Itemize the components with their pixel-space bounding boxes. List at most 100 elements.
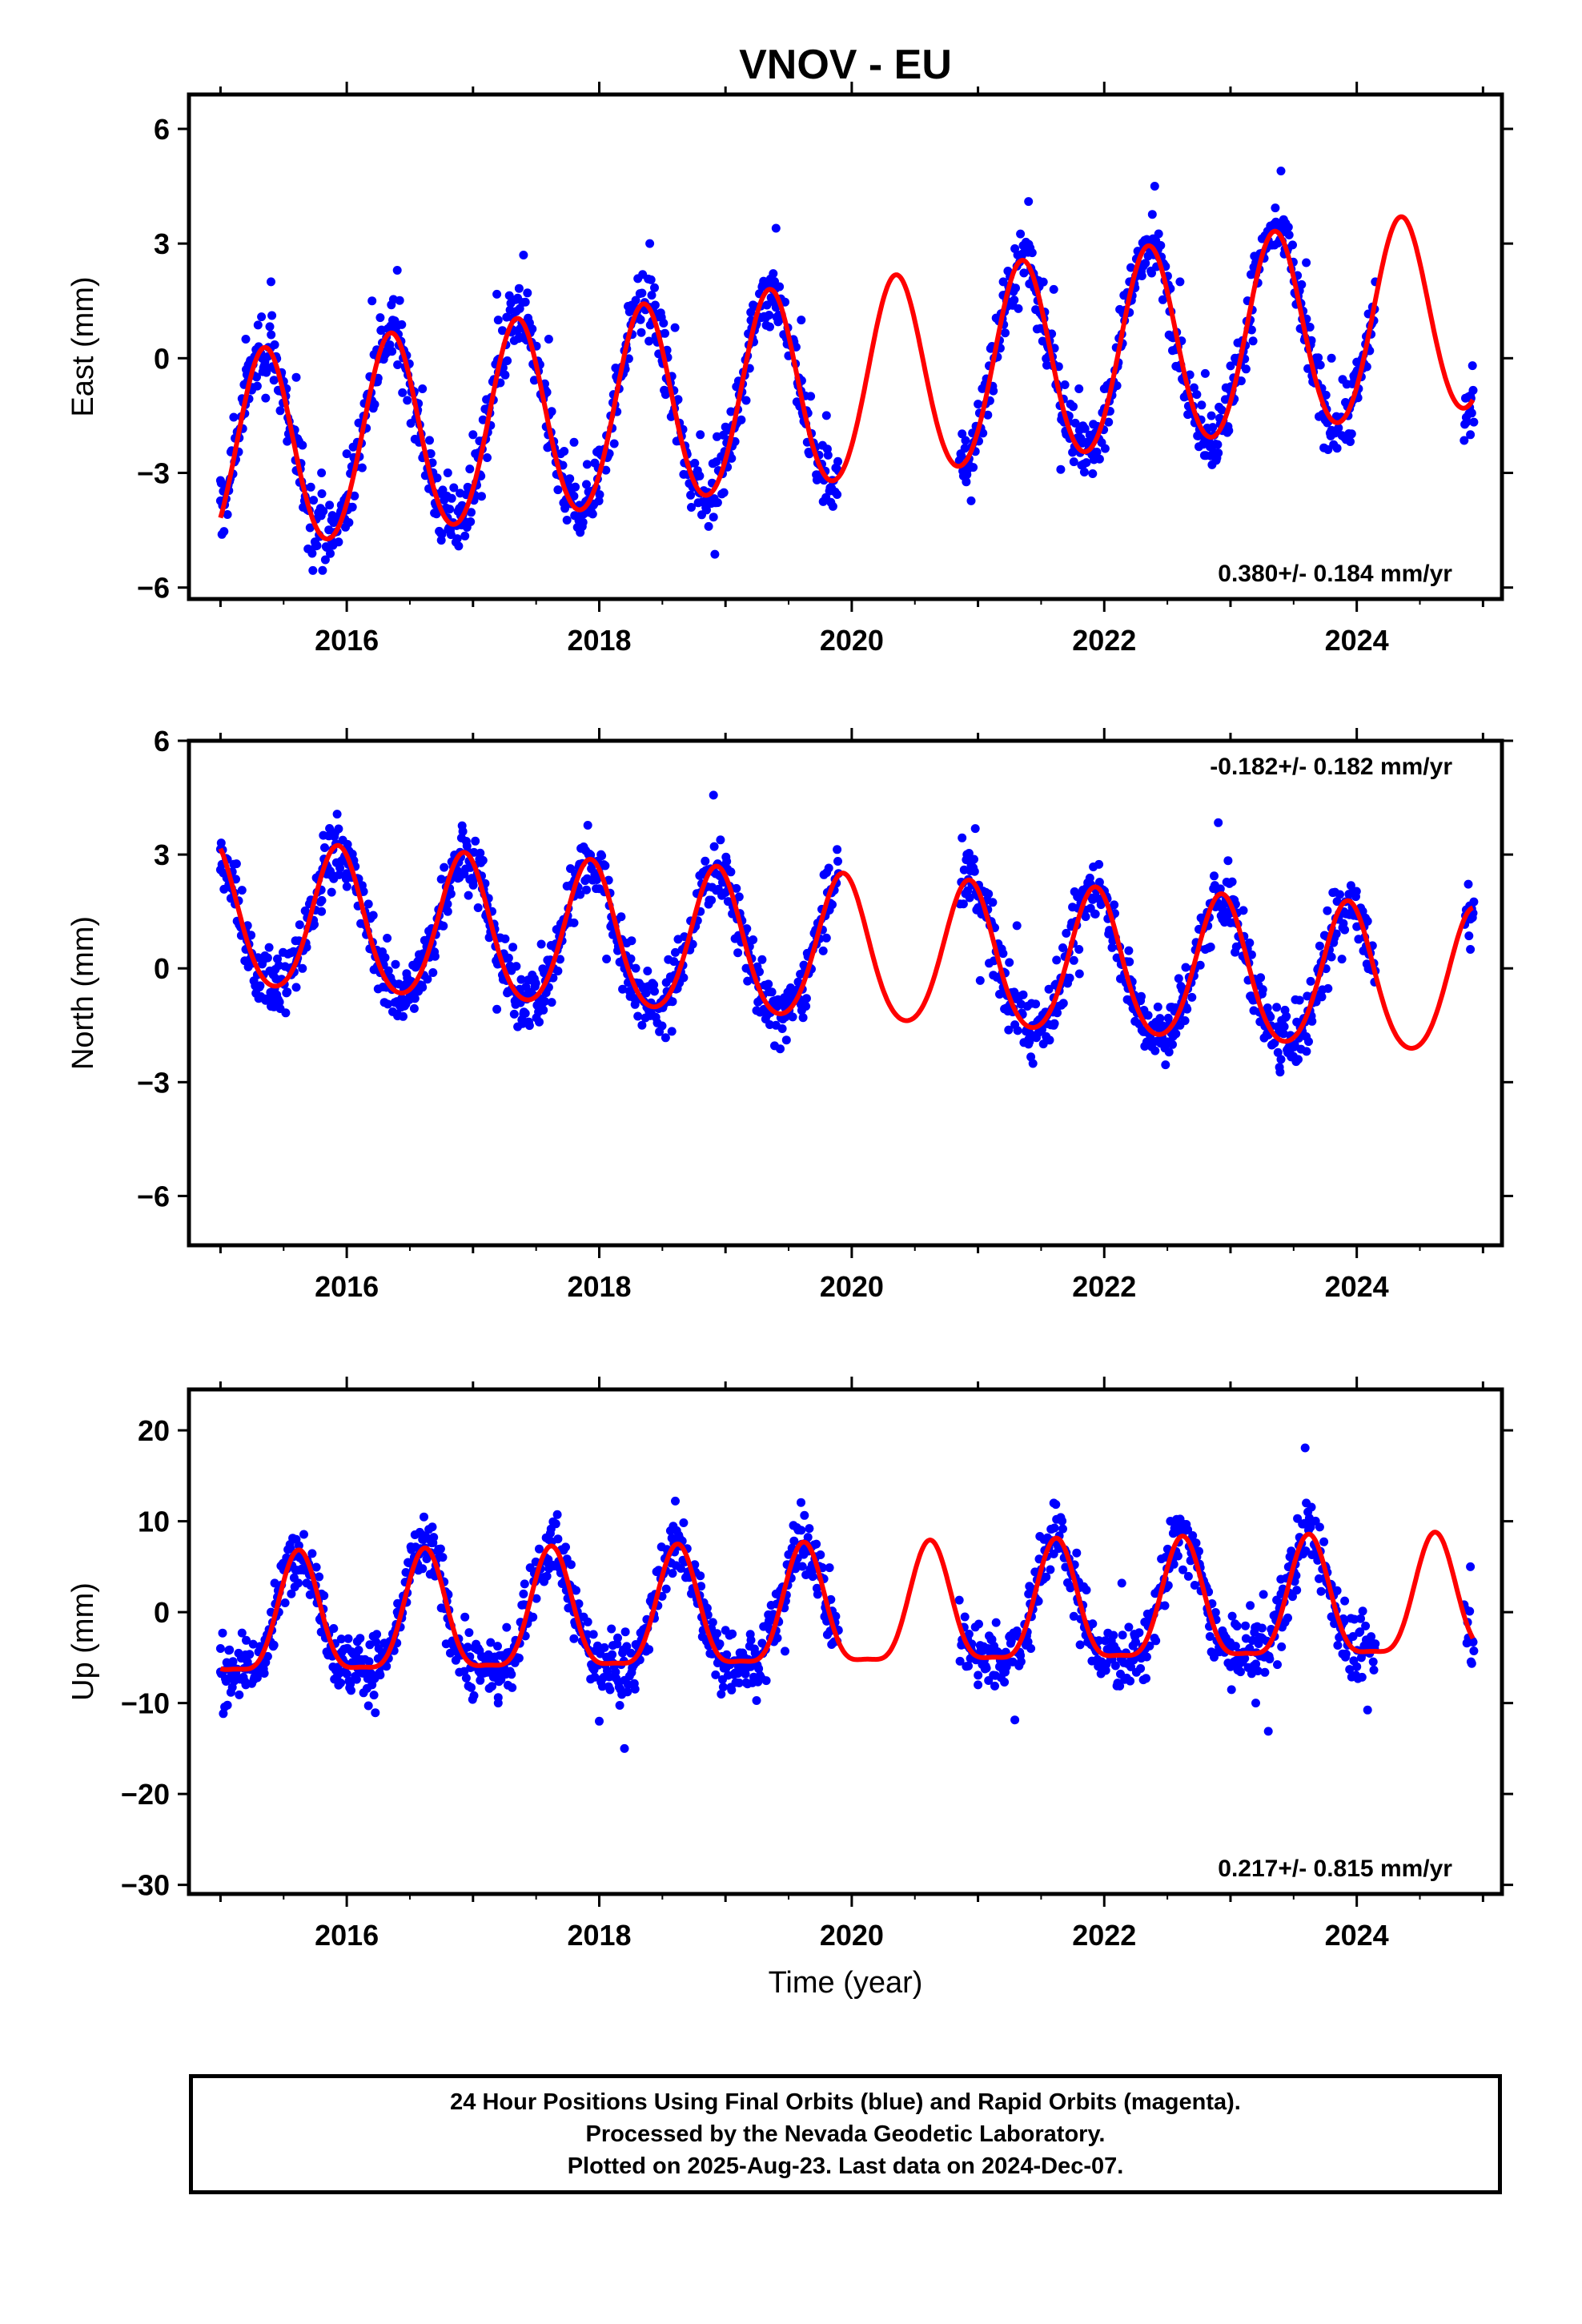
data-point bbox=[644, 1645, 654, 1655]
data-point bbox=[1290, 1039, 1299, 1049]
data-point bbox=[540, 996, 549, 1006]
data-point bbox=[709, 513, 718, 522]
data-point bbox=[743, 976, 753, 986]
data-point bbox=[1012, 921, 1022, 931]
data-point bbox=[671, 1496, 680, 1506]
data-point bbox=[1300, 1443, 1310, 1453]
data-point bbox=[583, 1617, 592, 1626]
data-point bbox=[1190, 1581, 1199, 1590]
data-point bbox=[719, 488, 729, 497]
data-point bbox=[1223, 856, 1233, 866]
data-point bbox=[1205, 1632, 1215, 1641]
data-point bbox=[1050, 1523, 1059, 1533]
data-point bbox=[1306, 976, 1315, 986]
data-point bbox=[1104, 417, 1114, 427]
data-point bbox=[544, 1534, 553, 1544]
data-point bbox=[1302, 258, 1311, 267]
data-point bbox=[797, 1562, 807, 1571]
data-point bbox=[1094, 1636, 1104, 1646]
footer-line-3: Plotted on 2025-Aug-23. Last data on 202… bbox=[567, 2153, 1124, 2179]
data-point bbox=[590, 1672, 600, 1682]
data-point bbox=[298, 963, 307, 973]
data-point bbox=[503, 356, 512, 365]
data-point bbox=[364, 1657, 374, 1667]
data-point bbox=[1082, 1586, 1091, 1594]
data-point bbox=[1279, 1022, 1289, 1031]
data-point bbox=[1034, 1597, 1043, 1606]
data-point bbox=[561, 1542, 570, 1552]
data-point bbox=[607, 1624, 616, 1634]
data-point bbox=[1200, 368, 1210, 378]
data-point bbox=[1333, 1641, 1343, 1650]
data-point bbox=[582, 885, 591, 895]
data-point bbox=[1147, 268, 1156, 278]
data-point bbox=[367, 296, 377, 306]
data-point bbox=[1150, 182, 1159, 191]
data-point bbox=[755, 967, 764, 976]
data-point bbox=[1000, 1678, 1010, 1687]
x-tick-label: 2022 bbox=[1072, 624, 1136, 657]
data-point bbox=[757, 955, 767, 964]
data-point bbox=[519, 1589, 528, 1598]
data-point bbox=[1259, 1590, 1268, 1599]
data-point bbox=[990, 1681, 999, 1691]
data-point bbox=[524, 1021, 534, 1031]
data-point bbox=[447, 493, 456, 503]
data-point bbox=[741, 396, 751, 405]
data-point bbox=[216, 838, 226, 848]
data-point bbox=[1283, 223, 1293, 232]
data-point bbox=[1314, 353, 1323, 363]
data-point bbox=[343, 1634, 353, 1643]
data-point bbox=[347, 1686, 355, 1695]
data-point bbox=[752, 1696, 761, 1705]
y-tick-label: 0 bbox=[154, 1596, 170, 1629]
data-point bbox=[253, 320, 263, 330]
data-point bbox=[718, 1683, 728, 1692]
data-point bbox=[646, 275, 656, 284]
data-point bbox=[576, 890, 585, 899]
data-point bbox=[1226, 918, 1235, 927]
data-point bbox=[1142, 1652, 1151, 1662]
data-point bbox=[1069, 402, 1078, 412]
y-tick-label: 3 bbox=[154, 227, 170, 260]
data-point bbox=[306, 482, 315, 492]
data-point bbox=[508, 943, 518, 952]
data-point bbox=[504, 953, 513, 963]
data-point bbox=[432, 473, 442, 483]
data-point bbox=[223, 1700, 232, 1710]
y-axis-label: Up (mm) bbox=[66, 1582, 100, 1701]
data-point bbox=[1241, 364, 1251, 374]
data-point bbox=[299, 1530, 308, 1539]
data-point bbox=[1345, 1665, 1355, 1675]
data-point bbox=[600, 1642, 609, 1652]
data-point bbox=[1182, 1004, 1192, 1014]
data-point bbox=[800, 1510, 809, 1520]
data-point bbox=[1224, 426, 1234, 436]
data-point bbox=[831, 1611, 841, 1621]
data-point bbox=[1058, 1524, 1067, 1534]
data-point bbox=[332, 810, 342, 819]
data-point bbox=[342, 869, 351, 879]
data-point bbox=[325, 501, 335, 510]
data-point bbox=[687, 503, 696, 512]
data-point bbox=[1279, 1029, 1288, 1039]
data-point bbox=[1200, 945, 1210, 954]
data-point bbox=[267, 330, 276, 340]
data-point bbox=[1141, 259, 1150, 268]
data-point bbox=[460, 1612, 470, 1622]
data-point bbox=[1275, 1068, 1285, 1077]
data-point bbox=[1284, 230, 1294, 239]
data-point bbox=[582, 460, 592, 469]
data-point bbox=[371, 1708, 380, 1718]
data-point bbox=[613, 1633, 622, 1642]
data-point bbox=[539, 1005, 548, 1015]
data-point bbox=[572, 1586, 580, 1595]
data-point bbox=[1016, 1657, 1026, 1667]
data-point bbox=[569, 1634, 579, 1643]
data-point bbox=[641, 988, 651, 998]
data-point bbox=[547, 998, 556, 1007]
data-point bbox=[624, 354, 633, 364]
data-point bbox=[492, 1004, 502, 1014]
data-point bbox=[1154, 229, 1163, 239]
